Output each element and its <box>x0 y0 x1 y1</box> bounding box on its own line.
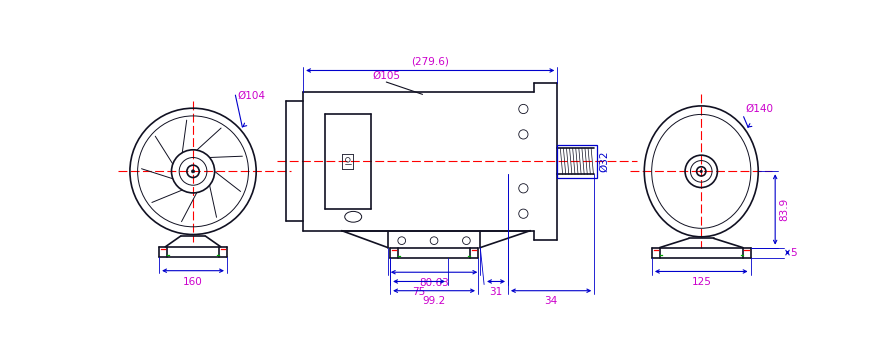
Text: 75: 75 <box>413 287 426 297</box>
Text: 31: 31 <box>489 287 502 297</box>
Text: Ø105: Ø105 <box>372 71 400 81</box>
Text: 160: 160 <box>183 277 203 287</box>
Text: 34: 34 <box>545 296 558 306</box>
Circle shape <box>700 170 703 173</box>
Circle shape <box>192 170 194 173</box>
Text: 125: 125 <box>692 277 711 287</box>
Text: (279.6): (279.6) <box>411 57 449 66</box>
Text: 99.2: 99.2 <box>422 296 445 306</box>
Text: 83.9: 83.9 <box>779 198 789 221</box>
Text: Ø104: Ø104 <box>237 91 265 101</box>
Text: Ø140: Ø140 <box>745 104 774 114</box>
Bar <box>557 145 597 177</box>
Text: 5: 5 <box>790 247 797 258</box>
Text: 80.63: 80.63 <box>419 278 449 288</box>
Text: Ø32: Ø32 <box>598 150 609 172</box>
